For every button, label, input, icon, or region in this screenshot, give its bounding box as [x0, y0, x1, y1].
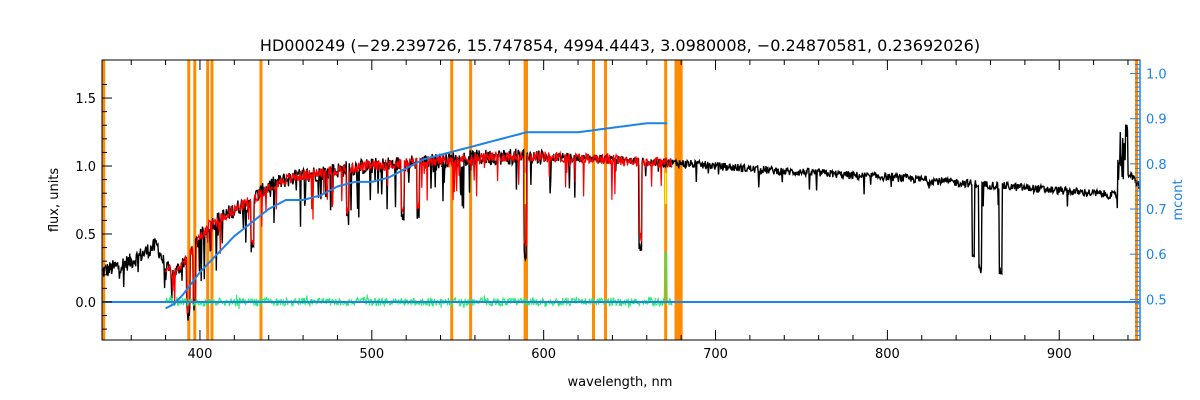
- y2-tick-label: 0.8: [1146, 158, 1167, 173]
- model-flux-line: [165, 150, 673, 314]
- y2-tick-label: 1.0: [1146, 68, 1167, 83]
- plot-layer: [101, 122, 1141, 321]
- y-tick-label: 1.0: [75, 160, 96, 175]
- x-tick-label: 800: [875, 347, 900, 362]
- x-tick-label: 500: [359, 347, 384, 362]
- y-tick-label: 1.5: [75, 92, 96, 107]
- y-tick-label: 0.0: [75, 296, 96, 311]
- y2-axis-label: mcont: [1171, 179, 1186, 220]
- chart-title: HD000249 (−29.239726, 15.747854, 4994.44…: [260, 36, 980, 55]
- observed-flux-line: [101, 124, 1141, 321]
- x-tick-label: 600: [531, 347, 556, 362]
- y2-tick-label: 0.5: [1146, 293, 1167, 308]
- y2-tick-label: 0.9: [1146, 113, 1167, 128]
- residual-line: [165, 252, 673, 310]
- continuum-line: [165, 122, 668, 310]
- ticks-layer: 400 500 600 700 800 900 0.0 0.5 1.0 1.5 0.5 0.6 0.7 0…: [75, 60, 1167, 362]
- y-tick-label: 0.5: [75, 228, 96, 243]
- x-tick-label: 700: [703, 347, 728, 362]
- y2-tick-label: 0.7: [1146, 203, 1167, 218]
- y2-tick-label: 0.6: [1146, 248, 1167, 263]
- x-axis-label: wavelength, nm: [568, 375, 673, 390]
- x-tick-label: 900: [1047, 347, 1072, 362]
- x-tick-label: 400: [188, 347, 213, 362]
- y-axis-label: flux, units: [47, 168, 62, 233]
